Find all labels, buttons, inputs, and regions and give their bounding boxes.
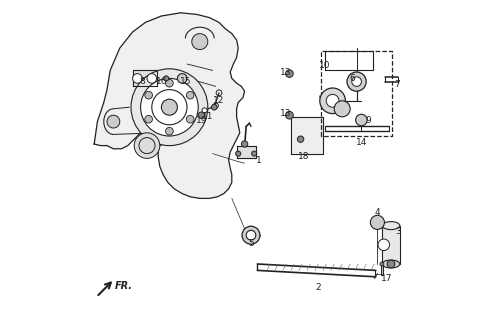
Text: 18: 18 xyxy=(298,152,309,161)
Circle shape xyxy=(163,76,168,81)
Text: 8: 8 xyxy=(139,77,145,86)
Circle shape xyxy=(201,108,207,113)
Circle shape xyxy=(285,70,293,77)
Circle shape xyxy=(165,127,173,135)
Text: 12: 12 xyxy=(213,96,224,105)
Circle shape xyxy=(211,104,216,110)
Circle shape xyxy=(144,91,152,99)
Circle shape xyxy=(134,133,159,158)
Text: 4: 4 xyxy=(374,208,379,217)
Circle shape xyxy=(144,116,152,123)
Circle shape xyxy=(132,74,142,83)
Circle shape xyxy=(285,111,293,119)
Bar xyxy=(380,264,382,275)
Text: 13: 13 xyxy=(279,68,291,76)
Circle shape xyxy=(107,115,120,128)
Circle shape xyxy=(177,74,187,83)
Circle shape xyxy=(346,72,365,91)
Text: FR.: FR. xyxy=(115,281,133,292)
Text: 5: 5 xyxy=(247,239,254,248)
Circle shape xyxy=(131,69,207,146)
Circle shape xyxy=(198,112,204,118)
Circle shape xyxy=(235,151,240,156)
Circle shape xyxy=(186,91,194,99)
Text: 14: 14 xyxy=(355,138,366,147)
Polygon shape xyxy=(94,13,244,198)
Circle shape xyxy=(241,226,260,244)
Text: 15: 15 xyxy=(179,77,191,86)
Circle shape xyxy=(161,99,177,115)
Polygon shape xyxy=(236,146,256,158)
Text: 7: 7 xyxy=(393,80,399,89)
Circle shape xyxy=(165,79,173,87)
Text: 1: 1 xyxy=(256,156,262,164)
Text: 9: 9 xyxy=(364,116,370,124)
Circle shape xyxy=(297,136,303,142)
Circle shape xyxy=(334,101,350,117)
Polygon shape xyxy=(291,117,322,154)
Circle shape xyxy=(326,94,338,107)
Circle shape xyxy=(191,34,207,50)
Circle shape xyxy=(241,141,247,147)
Ellipse shape xyxy=(381,260,399,268)
Text: 17: 17 xyxy=(380,274,392,283)
Polygon shape xyxy=(132,70,156,86)
Text: 11: 11 xyxy=(201,112,213,121)
Circle shape xyxy=(377,239,389,251)
Circle shape xyxy=(351,77,361,86)
Text: 2: 2 xyxy=(315,284,320,292)
Text: 19: 19 xyxy=(195,116,207,124)
Bar xyxy=(381,226,399,264)
Circle shape xyxy=(370,215,384,229)
Text: 6: 6 xyxy=(348,74,354,83)
Circle shape xyxy=(386,260,394,268)
Circle shape xyxy=(140,78,198,136)
Circle shape xyxy=(245,230,256,240)
Circle shape xyxy=(319,88,345,114)
Ellipse shape xyxy=(381,222,399,230)
Circle shape xyxy=(251,151,256,156)
Text: 13: 13 xyxy=(279,109,291,118)
Circle shape xyxy=(186,116,194,123)
Circle shape xyxy=(379,262,383,266)
Text: 3: 3 xyxy=(395,228,400,236)
Text: 16: 16 xyxy=(156,77,167,86)
Circle shape xyxy=(147,74,156,83)
Text: 10: 10 xyxy=(318,61,330,70)
Circle shape xyxy=(355,114,366,126)
